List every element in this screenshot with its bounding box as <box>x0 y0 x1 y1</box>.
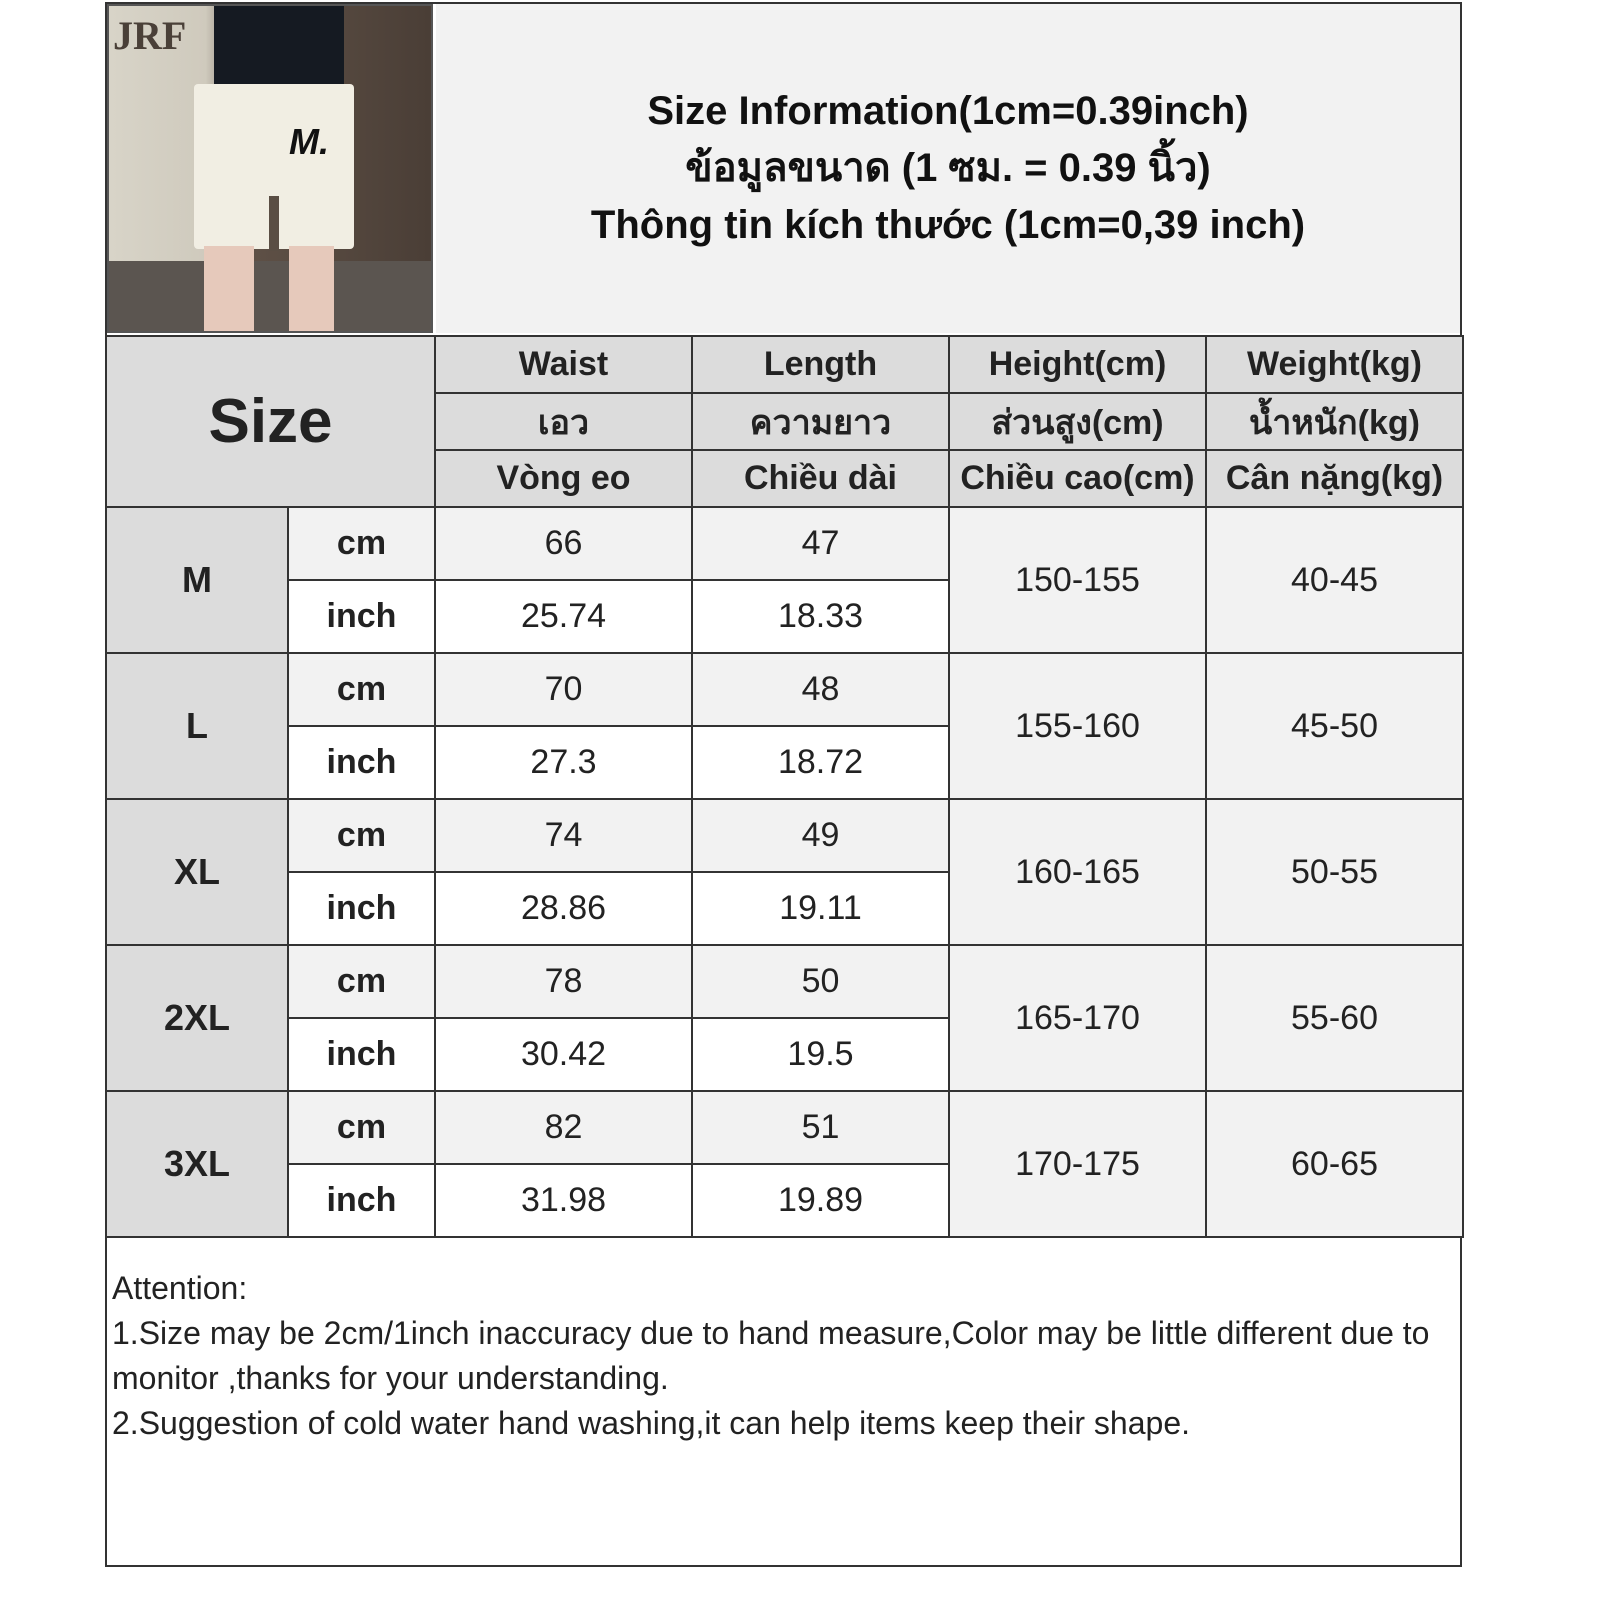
size-table: Size Waist Length Height(cm) Weight(kg) … <box>105 335 1464 1238</box>
col-header-waist-th: เอว <box>434 392 693 451</box>
unit-inch: inch <box>287 871 436 946</box>
table-row: M cm 66 47 150-155 40-45 <box>105 506 1464 654</box>
unit-inch: inch <box>287 1017 436 1092</box>
weight-range: 60-65 <box>1205 1090 1464 1238</box>
height-range: 155-160 <box>948 652 1207 800</box>
unit-cm: cm <box>287 798 436 873</box>
waist-inch: 25.74 <box>434 579 693 654</box>
table-row: inch 30.42 19.5 <box>106 1017 1463 1092</box>
col-header-weight-th: น้ำหนัก(kg) <box>1205 392 1464 451</box>
photo-leg <box>289 246 334 331</box>
photo-brand-sign: JRF <box>113 13 187 58</box>
title-vietnamese: Thông tin kích thước (1cm=0,39 inch) <box>590 203 1306 247</box>
unit-inch: inch <box>287 579 436 654</box>
size-info-title: Size Information(1cm=0.39inch) ข้อมูลขนา… <box>436 4 1460 333</box>
photo-shirt <box>214 6 344 86</box>
col-header-height-en: Height(cm) <box>948 335 1207 394</box>
col-header-height-th: ส่วนสูง(cm) <box>948 392 1207 451</box>
unit-cm: cm <box>287 506 436 581</box>
table-row: L cm 70 48 155-160 45-50 <box>105 652 1464 800</box>
table-row: inch 27.3 18.72 <box>106 725 1463 800</box>
length-inch: 18.33 <box>691 579 950 654</box>
weight-range: 45-50 <box>1205 652 1464 800</box>
notes-heading: Attention: <box>112 1270 248 1306</box>
unit-inch: inch <box>287 1163 436 1238</box>
col-header-length-vi: Chiều dài <box>691 449 950 508</box>
size-cell: 3XL <box>105 1090 289 1238</box>
title-thai: ข้อมูลขนาด (1 ซม. = 0.39 นิ้ว) <box>685 146 1211 190</box>
length-cm: 48 <box>691 652 950 727</box>
waist-cm: 78 <box>434 944 693 1019</box>
length-inch: 18.72 <box>691 725 950 800</box>
table-row: inch 25.74 18.33 <box>106 579 1463 654</box>
weight-range: 50-55 <box>1205 798 1464 946</box>
weight-range: 55-60 <box>1205 944 1464 1092</box>
col-header-length-th: ความยาว <box>691 392 950 451</box>
col-header-length-en: Length <box>691 335 950 394</box>
photo-leg <box>204 246 254 331</box>
waist-inch: 28.86 <box>434 871 693 946</box>
photo-shorts-gap <box>269 196 279 251</box>
waist-cm: 66 <box>434 506 693 581</box>
photo-floor <box>109 261 431 331</box>
table-row: inch 28.86 19.11 <box>106 871 1463 946</box>
waist-cm: 70 <box>434 652 693 727</box>
table-row: 2XL cm 78 50 165-170 55-60 <box>105 944 1464 1092</box>
size-cell: M <box>105 506 289 654</box>
unit-cm: cm <box>287 944 436 1019</box>
photo-logo: M. <box>289 121 329 162</box>
col-header-waist-vi: Vòng eo <box>434 449 693 508</box>
length-cm: 47 <box>691 506 950 581</box>
size-cell: 2XL <box>105 944 289 1092</box>
attention-notes: Attention: 1.Size may be 2cm/1inch inacc… <box>112 1266 1457 1446</box>
col-header-weight-vi: Cân nặng(kg) <box>1205 449 1464 508</box>
size-cell: L <box>105 652 289 800</box>
length-inch: 19.5 <box>691 1017 950 1092</box>
length-inch: 19.89 <box>691 1163 950 1238</box>
weight-range: 40-45 <box>1205 506 1464 654</box>
size-cell: XL <box>105 798 289 946</box>
length-cm: 50 <box>691 944 950 1019</box>
height-range: 160-165 <box>948 798 1207 946</box>
col-header-weight-en: Weight(kg) <box>1205 335 1464 394</box>
length-cm: 49 <box>691 798 950 873</box>
unit-cm: cm <box>287 1090 436 1165</box>
title-english: Size Information(1cm=0.39inch) <box>647 89 1249 133</box>
waist-inch: 31.98 <box>434 1163 693 1238</box>
product-photo: M. JRF <box>107 4 433 333</box>
waist-inch: 27.3 <box>434 725 693 800</box>
table-row: XL cm 74 49 160-165 50-55 <box>105 798 1464 946</box>
length-cm: 51 <box>691 1090 950 1165</box>
unit-cm: cm <box>287 652 436 727</box>
col-header-waist-en: Waist <box>434 335 693 394</box>
unit-inch: inch <box>287 725 436 800</box>
table-row: inch 31.98 19.89 <box>106 1163 1463 1238</box>
size-header: Size <box>105 335 436 508</box>
height-range: 165-170 <box>948 944 1207 1092</box>
note-item: 2.Suggestion of cold water hand washing,… <box>112 1405 1190 1441</box>
waist-inch: 30.42 <box>434 1017 693 1092</box>
waist-cm: 74 <box>434 798 693 873</box>
waist-cm: 82 <box>434 1090 693 1165</box>
table-row: 3XL cm 82 51 170-175 60-65 <box>105 1090 1464 1238</box>
height-range: 170-175 <box>948 1090 1207 1238</box>
length-inch: 19.11 <box>691 871 950 946</box>
height-range: 150-155 <box>948 506 1207 654</box>
col-header-height-vi: Chiều cao(cm) <box>948 449 1207 508</box>
note-item: 1.Size may be 2cm/1inch inaccuracy due t… <box>112 1315 1430 1396</box>
